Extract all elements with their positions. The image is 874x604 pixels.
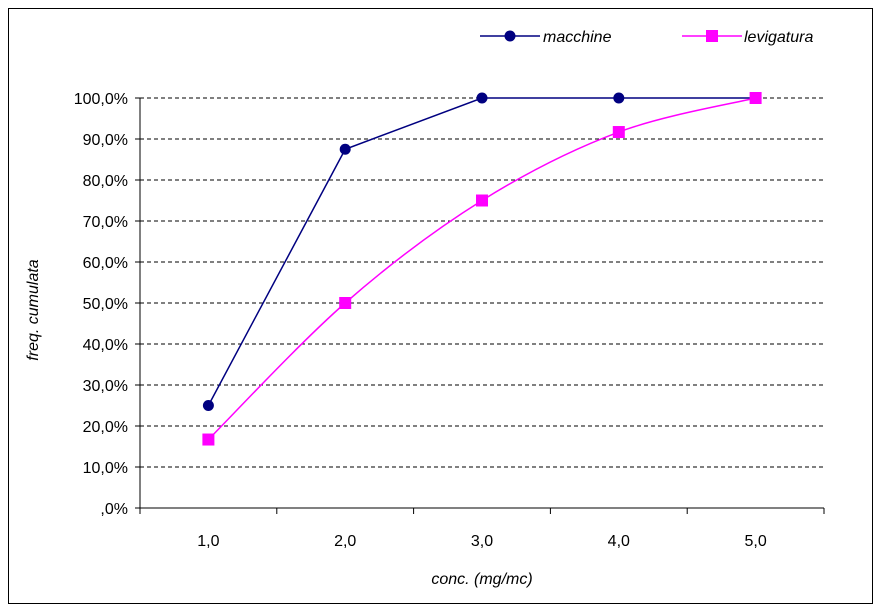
legend-marker-levigatura	[706, 30, 718, 42]
legend-marker-macchine	[504, 30, 516, 42]
data-point-levigatura	[202, 433, 215, 446]
x-tick-label: 3,0	[471, 533, 493, 550]
y-tick-label: 90,0%	[83, 132, 128, 149]
x-axis-title: conc. (mg/mc)	[431, 571, 532, 588]
data-point-levigatura	[476, 194, 488, 207]
x-tick-label: 4,0	[608, 533, 630, 550]
y-tick-label: 60,0%	[83, 255, 128, 272]
legend-label-levigatura: levigatura	[744, 29, 813, 46]
data-point-macchine	[202, 400, 214, 411]
y-axis-title: freq. cumulata	[25, 259, 42, 360]
series	[202, 92, 762, 446]
grid	[140, 97, 824, 468]
y-tick-label: 40,0%	[83, 337, 128, 354]
y-tick-label: 50,0%	[83, 296, 128, 313]
legend-item-macchine: macchine	[480, 29, 612, 46]
x-tick-label: 1,0	[197, 533, 219, 550]
legend-label-macchine: macchine	[543, 29, 612, 46]
data-point-macchine	[613, 92, 625, 104]
x-tick-label: 5,0	[744, 533, 766, 550]
y-ticks: ,0% 10,0% 20,0% 30,0% 40,0% 50,0% 60,0% 70,0% 80…	[74, 91, 140, 518]
y-tick-label: 70,0%	[83, 214, 128, 231]
y-tick-label: 20,0%	[83, 419, 128, 436]
legend: macchine levigatura	[480, 29, 813, 46]
data-point-macchine	[476, 92, 488, 104]
y-tick-label: 30,0%	[83, 378, 128, 395]
y-tick-label: ,0%	[100, 501, 128, 518]
y-tick-label: 10,0%	[83, 460, 128, 477]
y-tick-label: 100,0%	[74, 91, 128, 108]
data-point-macchine	[339, 143, 351, 155]
y-tick-label: 80,0%	[83, 173, 128, 190]
chart-border	[8, 8, 873, 604]
x-tick-label: 2,0	[334, 533, 356, 550]
data-point-levigatura	[612, 126, 625, 139]
legend-item-levigatura: levigatura	[682, 29, 813, 46]
data-point-levigatura	[749, 92, 762, 104]
data-point-levigatura	[339, 297, 352, 309]
x-ticks: 1,0 2,0 3,0 4,0 5,0	[139, 508, 825, 550]
